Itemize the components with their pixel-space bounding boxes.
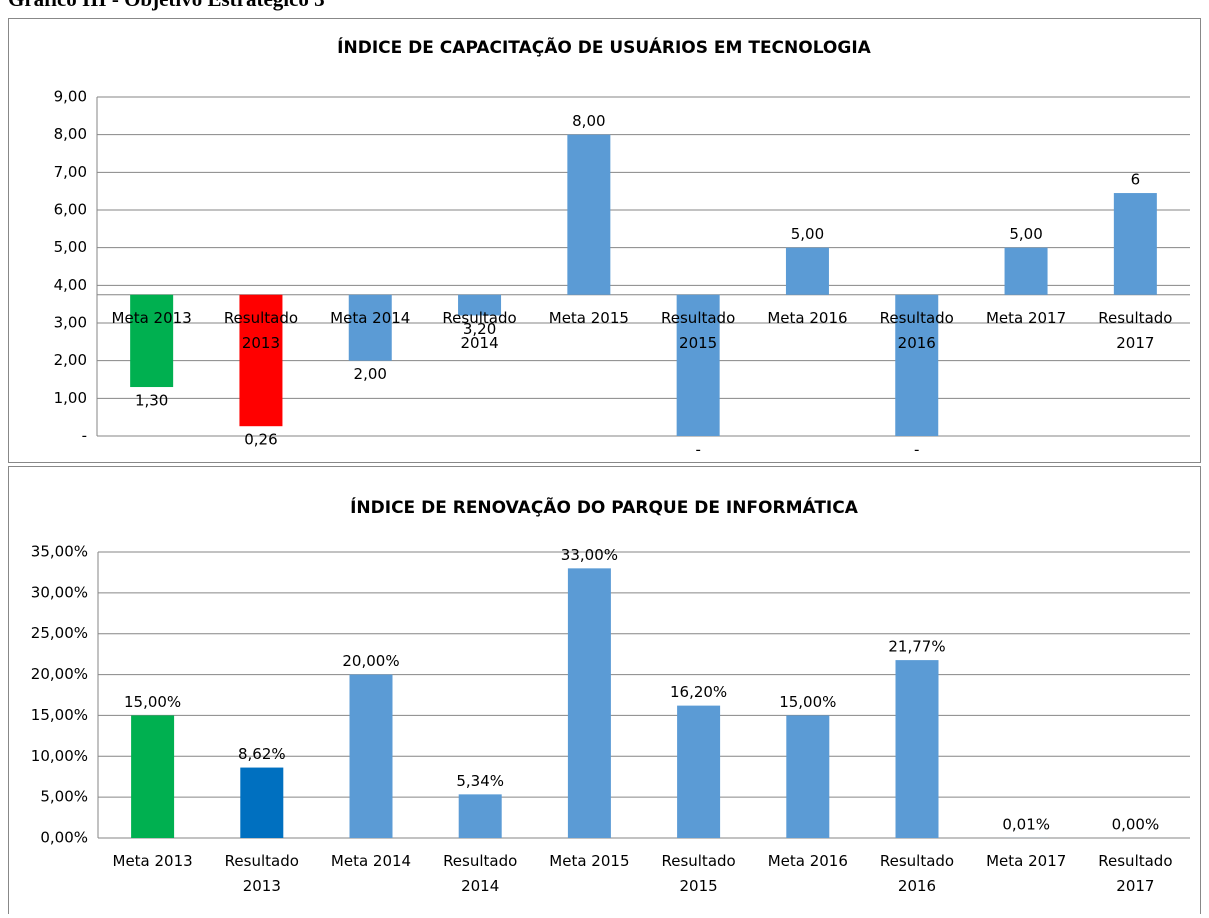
data-label: 15,00% bbox=[779, 693, 836, 711]
data-label: 8,62% bbox=[238, 745, 286, 763]
x-tick-label: Meta 2016 bbox=[768, 852, 848, 870]
data-label: 2,00 bbox=[354, 365, 387, 383]
y-tick-label: 30,00% bbox=[31, 583, 88, 601]
y-tick-label: 5,00 bbox=[54, 238, 87, 256]
data-label: 21,77% bbox=[888, 638, 945, 656]
y-tick-label: 8,00 bbox=[54, 125, 87, 143]
bar bbox=[1005, 248, 1048, 295]
data-label: 6 bbox=[1131, 171, 1141, 189]
data-label: 0,01% bbox=[1002, 815, 1050, 833]
data-label: 5,00 bbox=[1009, 225, 1042, 243]
x-tick-label: Meta 2013 bbox=[113, 852, 193, 870]
y-tick-label: 0,00% bbox=[40, 829, 88, 847]
y-tick-label: - bbox=[82, 427, 87, 445]
x-tick-label: Meta 2014 bbox=[330, 309, 410, 327]
y-tick-label: 35,00% bbox=[31, 543, 88, 561]
y-tick-label: 7,00 bbox=[54, 163, 87, 181]
data-label: 15,00% bbox=[124, 693, 181, 711]
data-label: 16,20% bbox=[670, 683, 727, 701]
data-label: 0,26 bbox=[244, 431, 277, 449]
bar bbox=[349, 295, 392, 361]
x-tick-label: Meta 2017 bbox=[986, 852, 1066, 870]
data-label: 0,00% bbox=[1112, 816, 1160, 834]
y-tick-label: 2,00 bbox=[54, 351, 87, 369]
data-label: - bbox=[695, 441, 700, 459]
bar bbox=[131, 715, 174, 838]
x-tick-label: Meta 2016 bbox=[767, 309, 847, 327]
data-label: 5,34% bbox=[456, 772, 504, 790]
x-tick-label: Meta 2015 bbox=[549, 852, 629, 870]
data-label: 1,30 bbox=[135, 392, 168, 410]
y-tick-label: 10,00% bbox=[31, 747, 88, 765]
x-tick-label: Meta 2014 bbox=[331, 852, 411, 870]
chart-title: ÍNDICE DE RENOVAÇÃO DO PARQUE DE INFORMÁ… bbox=[350, 495, 859, 518]
data-label: 33,00% bbox=[561, 546, 618, 564]
y-tick-label: 3,00 bbox=[54, 314, 87, 332]
data-label: 8,00 bbox=[572, 112, 605, 130]
y-tick-label: 20,00% bbox=[31, 665, 88, 683]
y-tick-label: 15,00% bbox=[31, 706, 88, 724]
bar bbox=[240, 768, 283, 838]
y-tick-label: 5,00% bbox=[40, 788, 88, 806]
bar bbox=[896, 660, 939, 838]
bar bbox=[786, 248, 829, 295]
bar bbox=[677, 706, 720, 838]
bar bbox=[350, 675, 393, 838]
bar bbox=[786, 715, 829, 838]
y-tick-label: 6,00 bbox=[54, 201, 87, 219]
y-tick-label: 1,00 bbox=[54, 389, 87, 407]
y-tick-label: 25,00% bbox=[31, 624, 88, 642]
x-tick-label: Meta 2017 bbox=[986, 309, 1066, 327]
x-tick-label: Meta 2015 bbox=[549, 309, 629, 327]
x-tick-label: Meta 2013 bbox=[112, 309, 192, 327]
bar bbox=[568, 568, 611, 838]
data-label: 20,00% bbox=[342, 652, 399, 670]
bar bbox=[1114, 193, 1157, 295]
header-title: Gráfico III - Objetivo Estratégico 3 bbox=[8, 0, 325, 11]
data-label: - bbox=[914, 441, 919, 459]
chart-title: ÍNDICE DE CAPACITAÇÃO DE USUÁRIOS EM TEC… bbox=[337, 35, 871, 58]
bar bbox=[567, 135, 610, 295]
data-label: 5,00 bbox=[791, 225, 824, 243]
y-tick-label: 4,00 bbox=[54, 276, 87, 294]
y-tick-label: 9,00 bbox=[54, 88, 87, 106]
bar bbox=[459, 794, 502, 838]
